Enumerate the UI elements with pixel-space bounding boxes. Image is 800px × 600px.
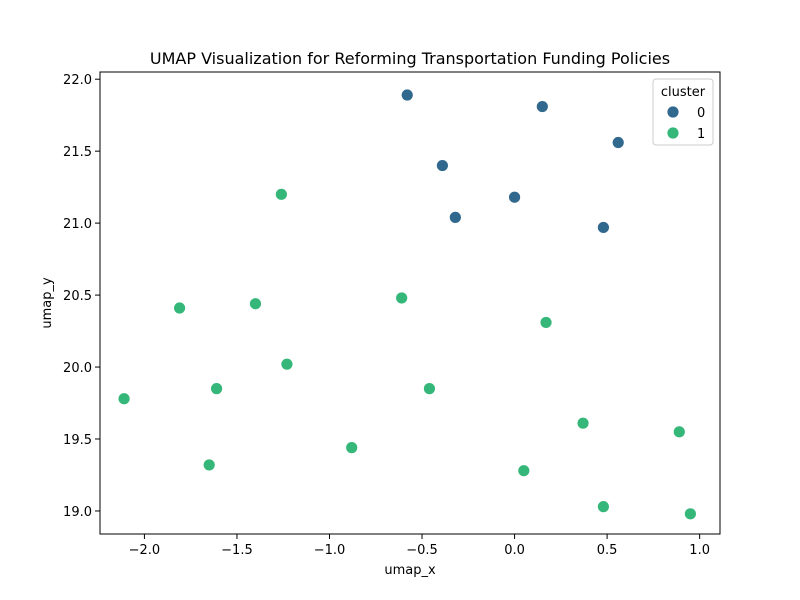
point-cluster-0-6 [597, 221, 610, 234]
legend-marker-1 [666, 126, 680, 140]
point-cluster-1-2 [249, 297, 262, 311]
point-cluster-1-10 [672, 425, 686, 439]
y-tick-label: 20.0 [63, 361, 92, 376]
point-cluster-0-4 [508, 190, 521, 204]
point-cluster-1-1 [173, 301, 186, 315]
point-cluster-1-5 [280, 357, 294, 371]
legend-title: cluster [661, 85, 706, 100]
x-tick-label: 1.0 [689, 543, 710, 558]
plot-frame [99, 71, 721, 535]
y-tick-label: 19.0 [63, 505, 92, 520]
point-cluster-1-8 [117, 392, 131, 406]
x-tick-label: 0.0 [504, 543, 525, 558]
point-cluster-1-6 [210, 382, 223, 396]
point-cluster-1-14 [597, 500, 610, 514]
x-tick-label: −2.0 [129, 543, 161, 558]
point-cluster-1-15 [683, 507, 697, 521]
legend-entry-1: 1 [697, 127, 705, 142]
point-cluster-1-12 [202, 458, 216, 472]
x-tick-label: −0.5 [406, 543, 438, 558]
legend-marker-0 [666, 105, 680, 119]
y-axis: 19.0 19.5 20.0 20.5 21.0 21.5 22.0 [63, 73, 100, 520]
x-axis-label: umap_x [384, 563, 436, 578]
point-cluster-0-2 [611, 136, 625, 149]
point-cluster-1-0 [274, 187, 288, 201]
point-cluster-1-7 [423, 382, 436, 396]
chart-title: UMAP Visualization for Reforming Transpo… [150, 49, 670, 68]
y-tick-label: 21.0 [63, 217, 92, 232]
x-tick-label: 0.5 [597, 543, 618, 558]
y-tick-label: 22.0 [63, 73, 92, 88]
point-cluster-0-3 [435, 159, 449, 172]
y-tick-label: 21.5 [63, 145, 92, 160]
y-axis-label: umap_y [40, 277, 55, 329]
x-axis: −2.0 −1.5 −1.0 −0.5 0.0 0.5 1.0 [129, 534, 710, 558]
point-cluster-1-13 [517, 464, 531, 478]
point-cluster-0-1 [535, 100, 549, 113]
point-cluster-1-9 [576, 416, 590, 430]
plot-area [99, 71, 721, 535]
point-cluster-0-0 [400, 88, 414, 102]
legend-entry-0: 0 [697, 106, 705, 121]
point-cluster-1-4 [539, 316, 553, 329]
point-cluster-0-5 [448, 210, 462, 224]
x-tick-label: −1.5 [221, 543, 253, 558]
x-tick-label: −1.0 [314, 543, 346, 558]
y-tick-label: 19.5 [63, 433, 92, 448]
legend-box [652, 78, 714, 146]
y-tick-label: 20.5 [63, 289, 92, 304]
legend: cluster 0 1 [652, 78, 714, 146]
point-cluster-1-11 [345, 441, 359, 455]
point-cluster-1-3 [395, 291, 409, 305]
